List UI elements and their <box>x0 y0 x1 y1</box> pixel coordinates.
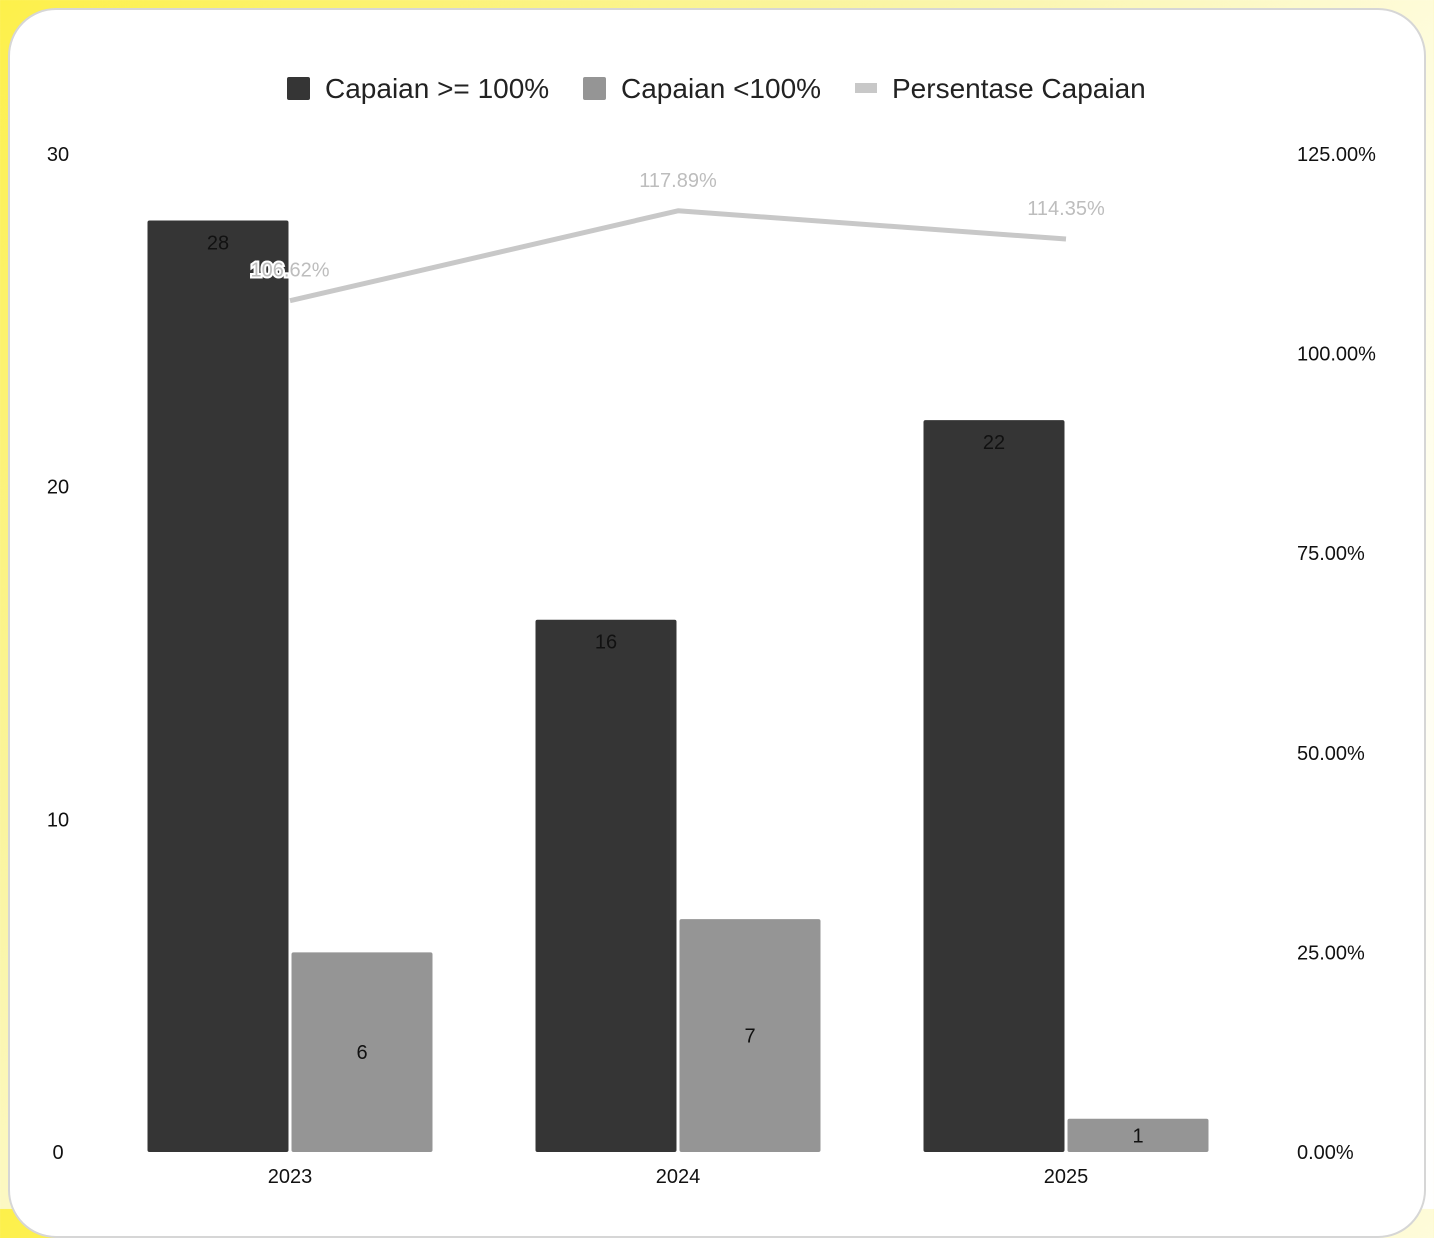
x-tick-label: 2023 <box>268 1166 313 1188</box>
percentage-label: 117.89% <box>639 170 717 192</box>
legend-label: Capaian >= 100% <box>325 73 549 104</box>
bar-value-label: 1 <box>1132 1126 1143 1148</box>
right-tick-label: 50.00% <box>1297 743 1365 765</box>
bar-achieved-2023[interactable] <box>147 220 289 1153</box>
bar-not-achieved-2024[interactable] <box>679 919 821 1152</box>
legend-item-2[interactable]: Capaian <100% <box>583 73 821 104</box>
percentage-label: 114.35% <box>1027 198 1105 220</box>
bar-value-label: 28 <box>207 233 229 255</box>
right-tick-label: 75.00% <box>1297 543 1365 565</box>
x-tick-label: 2025 <box>1044 1166 1089 1188</box>
bar-achieved-2024[interactable] <box>535 619 677 1152</box>
bar-value-label: 6 <box>356 1042 367 1064</box>
legend-item-1[interactable]: Capaian >= 100% <box>287 73 549 104</box>
legend-swatch <box>287 77 310 100</box>
right-tick-label: 125.00% <box>1297 144 1376 166</box>
left-axis: 0 10 20 30 <box>47 144 69 1164</box>
percentage-line: 106.62% 117.89% 114.35% <box>249 170 1105 304</box>
right-tick-label: 100.00% <box>1297 344 1376 366</box>
right-axis: 0.00% 25.00% 50.00% 75.00% 100.00% 125.00% <box>1297 144 1376 1164</box>
bar-value-label: 22 <box>983 432 1005 454</box>
left-tick-label: 10 <box>47 809 69 831</box>
legend-item-3[interactable]: Persentase Capaian <box>855 73 1146 104</box>
bar-not-achieved-2023[interactable] <box>291 952 433 1152</box>
legend-label: Capaian <100% <box>621 73 821 104</box>
left-tick-label: 0 <box>52 1142 63 1164</box>
x-tick-label: 2024 <box>656 1166 701 1188</box>
percentage-line-path[interactable] <box>289 208 1067 304</box>
percentage-label: 106.62% <box>251 260 330 282</box>
left-tick-label: 20 <box>47 477 69 499</box>
bar-value-label: 16 <box>595 632 617 654</box>
bar-not-achieved-2025[interactable] <box>1067 1118 1209 1152</box>
bars: 28 6 16 7 22 1 <box>147 220 1209 1153</box>
x-axis: 2023 2024 2025 <box>268 1166 1089 1188</box>
legend-swatch <box>583 77 606 100</box>
combo-chart: Capaian >= 100% Capaian <100% Persentase C… <box>47 73 1376 1188</box>
legend-label: Persentase Capaian <box>892 73 1146 104</box>
right-tick-label: 0.00% <box>1297 1142 1354 1164</box>
bar-achieved-2025[interactable] <box>923 420 1065 1153</box>
legend: Capaian >= 100% Capaian <100% Persentase C… <box>287 73 1146 104</box>
right-tick-label: 25.00% <box>1297 942 1365 964</box>
bar-value-label: 7 <box>744 1026 755 1048</box>
left-tick-label: 30 <box>47 144 69 166</box>
legend-swatch <box>855 83 877 93</box>
